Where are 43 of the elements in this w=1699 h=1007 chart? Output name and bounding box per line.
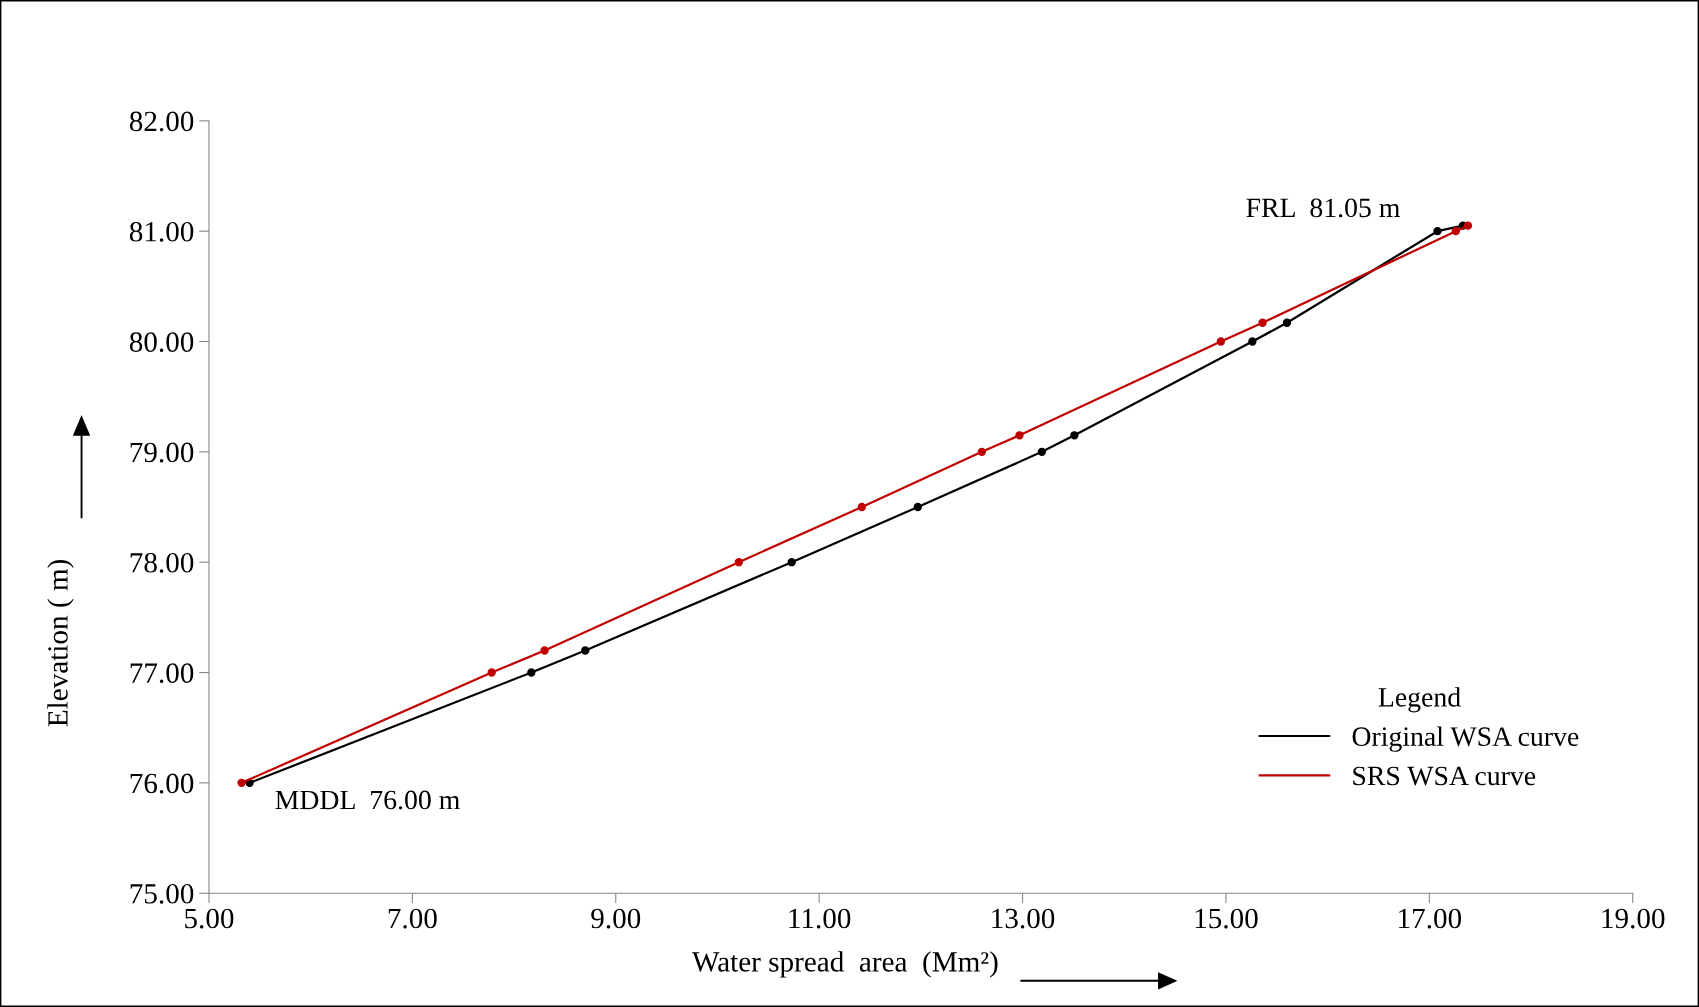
point <box>734 558 743 567</box>
point <box>540 646 549 655</box>
point <box>977 447 987 457</box>
x-tick-label: 11.00 <box>789 908 851 929</box>
point <box>1248 337 1257 346</box>
point <box>1070 431 1079 440</box>
point <box>581 646 590 655</box>
y-tick-label: 80.00 <box>129 332 194 353</box>
y-tick-label: 77.00 <box>130 663 194 684</box>
point <box>1037 447 1047 457</box>
y-tick-label: 76.00 <box>130 773 194 794</box>
point <box>1463 221 1473 230</box>
x-tick-label: 13.00 <box>992 908 1055 929</box>
y-axis-title: Elevation ( m) <box>47 560 74 727</box>
y-tick-label: 79.00 <box>130 442 194 463</box>
point <box>1433 227 1442 236</box>
legend-title: Legend <box>1378 687 1461 713</box>
point <box>1282 318 1292 327</box>
point <box>1258 318 1267 327</box>
point <box>527 668 536 677</box>
annotation: FRL 81.05 m <box>1246 198 1400 218</box>
y-tick-label: 78.00 <box>130 552 194 573</box>
x-tick-label: 9.00 <box>591 908 641 929</box>
point <box>487 668 496 677</box>
x-tick-label: 17.00 <box>1399 908 1462 929</box>
x-axis-title: Water spread area (Mm²) <box>692 951 998 978</box>
point <box>913 502 922 512</box>
point <box>1015 431 1024 440</box>
legend-label: SRS WSA curve <box>1353 766 1536 786</box>
point <box>1451 227 1460 236</box>
legend-label: Original WSA curve <box>1352 726 1579 752</box>
point <box>787 558 796 567</box>
y-tick-label: 75.00 <box>130 883 194 904</box>
point <box>857 502 867 512</box>
point <box>1216 337 1226 346</box>
annotation: MDDL 76.00 m <box>275 790 460 810</box>
x-tick-label: 5.00 <box>185 908 234 929</box>
x-tick-label: 7.00 <box>388 908 437 929</box>
point <box>237 778 246 788</box>
y-tick-label: 81.00 <box>129 221 194 242</box>
y-tick-label: 82.00 <box>129 111 194 132</box>
x-tick-label: 19.00 <box>1602 908 1665 929</box>
x-tick-label: 15.00 <box>1195 908 1258 929</box>
